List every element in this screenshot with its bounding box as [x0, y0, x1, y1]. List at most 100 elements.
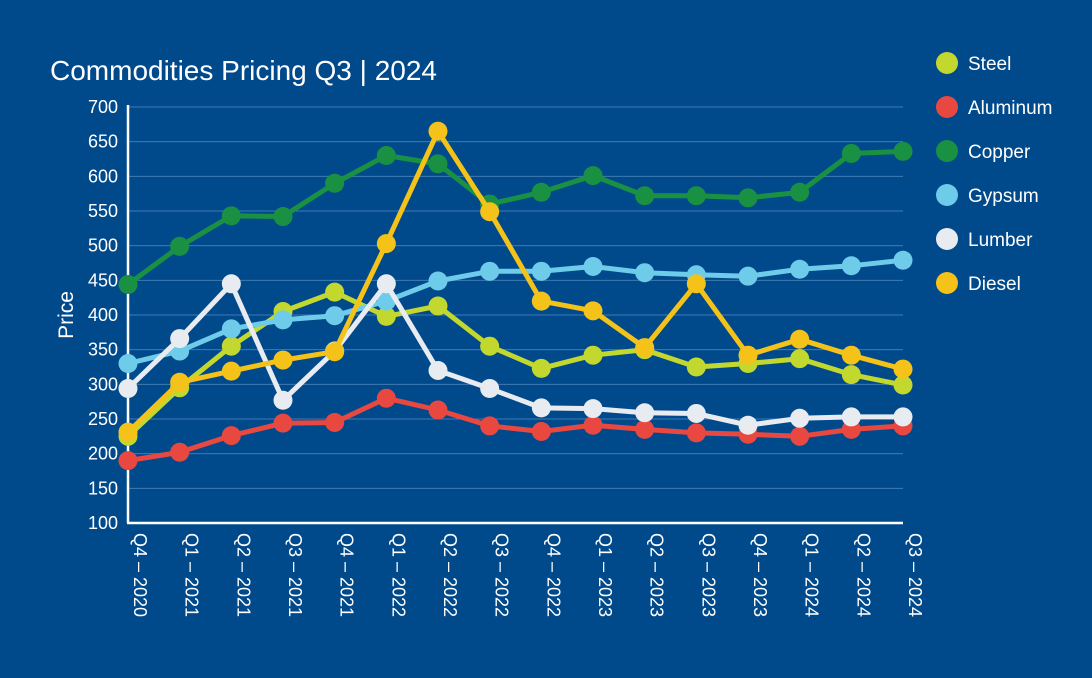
- data-point-gypsum: [428, 271, 448, 291]
- legend-item-aluminum[interactable]: Aluminum: [936, 96, 1052, 119]
- legend-label: Aluminum: [968, 98, 1052, 119]
- data-point-gypsum: [893, 250, 913, 270]
- data-point-lumber: [428, 360, 448, 380]
- y-tick-label: 250: [88, 409, 118, 429]
- legend-label: Steel: [968, 54, 1011, 75]
- data-point-lumber: [376, 274, 396, 294]
- data-point-steel: [583, 345, 603, 365]
- data-point-copper: [325, 173, 345, 193]
- data-point-lumber: [841, 407, 861, 427]
- data-point-copper: [221, 206, 241, 226]
- y-tick-label: 300: [88, 374, 118, 394]
- data-point-aluminum: [325, 412, 345, 432]
- data-point-copper: [635, 186, 655, 206]
- data-point-diesel: [376, 234, 396, 254]
- data-point-aluminum: [531, 421, 551, 441]
- data-point-steel: [686, 357, 706, 377]
- data-point-diesel: [790, 329, 810, 349]
- data-point-aluminum: [790, 426, 810, 446]
- series-line-aluminum: [125, 395, 906, 464]
- data-point-aluminum: [583, 415, 603, 435]
- data-point-copper: [170, 236, 190, 256]
- data-point-steel: [841, 365, 861, 385]
- data-point-diesel: [531, 291, 551, 311]
- data-point-gypsum: [118, 354, 138, 374]
- data-point-diesel: [428, 121, 448, 141]
- data-point-lumber: [893, 407, 913, 427]
- data-point-gypsum: [738, 266, 758, 286]
- x-tick-label: Q1 – 2023: [595, 533, 615, 617]
- legend: Steel Aluminum Copper Gypsum Lumber Diesel: [936, 52, 1052, 295]
- data-point-diesel: [118, 422, 138, 442]
- legend-marker: [936, 184, 958, 206]
- series-aluminum: [118, 388, 913, 471]
- y-tick-label: 150: [88, 478, 118, 498]
- x-tick-label: Q2 – 2022: [440, 533, 460, 617]
- data-point-lumber: [686, 403, 706, 423]
- data-point-aluminum: [273, 413, 293, 433]
- legend-item-steel[interactable]: Steel: [936, 52, 1011, 75]
- data-point-diesel: [738, 345, 758, 365]
- series-line-lumber: [125, 281, 906, 428]
- x-tick-label: Q4 – 2023: [750, 533, 770, 617]
- x-tick-label: Q1 – 2024: [802, 533, 822, 617]
- grid-lines: [128, 106, 903, 489]
- y-tick-label: 450: [88, 270, 118, 290]
- series-line-diesel: [125, 128, 906, 435]
- data-point-copper: [790, 182, 810, 202]
- data-point-aluminum: [635, 419, 655, 439]
- data-point-steel: [325, 282, 345, 302]
- legend-label: Diesel: [968, 274, 1021, 295]
- chart-title: Commodities Pricing Q3 | 2024: [50, 55, 437, 86]
- legend-item-gypsum[interactable]: Gypsum: [936, 184, 1039, 207]
- data-point-gypsum: [841, 256, 861, 276]
- x-tick-label: Q4 – 2022: [543, 533, 563, 617]
- data-point-diesel: [686, 274, 706, 294]
- data-point-lumber: [738, 415, 758, 435]
- data-point-copper: [273, 207, 293, 227]
- data-point-steel: [480, 336, 500, 356]
- legend-marker: [936, 52, 958, 74]
- data-point-lumber: [790, 408, 810, 428]
- data-point-lumber: [531, 398, 551, 418]
- y-tick-label: 400: [88, 305, 118, 325]
- data-point-copper: [583, 166, 603, 186]
- data-point-steel: [893, 375, 913, 395]
- y-tick-label: 600: [88, 166, 118, 186]
- data-point-steel: [428, 296, 448, 316]
- data-point-copper: [428, 154, 448, 174]
- data-point-steel: [221, 336, 241, 356]
- legend-item-lumber[interactable]: Lumber: [936, 228, 1033, 251]
- data-point-lumber: [118, 378, 138, 398]
- y-tick-label: 550: [88, 201, 118, 221]
- x-tick-label: Q3 – 2021: [285, 533, 305, 617]
- x-tick-label: Q2 – 2021: [233, 533, 253, 617]
- y-tick-label: 200: [88, 444, 118, 464]
- y-tick-label: 350: [88, 340, 118, 360]
- data-point-lumber: [273, 390, 293, 410]
- data-point-aluminum: [221, 426, 241, 446]
- legend-item-diesel[interactable]: Diesel: [936, 272, 1021, 295]
- data-point-diesel: [221, 361, 241, 381]
- series-diesel: [118, 121, 913, 442]
- data-point-gypsum: [531, 261, 551, 281]
- data-point-gypsum: [583, 256, 603, 276]
- y-tick-labels: 100 150 200 250 300 350 400 450 500 550 600 650 700: [88, 97, 118, 533]
- legend-item-copper[interactable]: Copper: [936, 140, 1031, 163]
- data-point-copper: [841, 143, 861, 163]
- data-point-diesel: [841, 345, 861, 365]
- data-point-diesel: [480, 202, 500, 222]
- x-tick-label: Q2 – 2024: [853, 533, 873, 617]
- data-point-copper: [531, 182, 551, 202]
- data-point-diesel: [583, 301, 603, 321]
- data-point-diesel: [893, 359, 913, 379]
- series-group: [118, 121, 913, 471]
- data-point-gypsum: [273, 310, 293, 330]
- data-point-gypsum: [480, 261, 500, 281]
- legend-marker: [936, 140, 958, 162]
- legend-marker: [936, 272, 958, 294]
- series-line-gypsum: [125, 257, 906, 366]
- data-point-steel: [790, 349, 810, 369]
- data-point-aluminum: [428, 400, 448, 420]
